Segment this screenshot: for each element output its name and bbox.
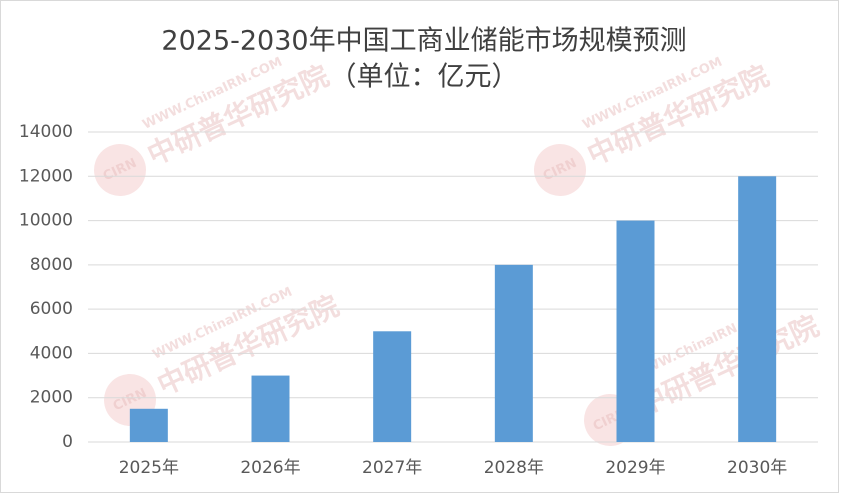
chart-border <box>0 0 839 493</box>
bar <box>738 176 777 443</box>
watermark-logo-circle <box>534 144 586 196</box>
x-tick-label: 2027年 <box>362 458 422 478</box>
bar <box>616 220 655 442</box>
x-tick-label: 2025年 <box>119 458 179 478</box>
y-tick-label: 12000 <box>19 166 73 186</box>
x-tick-label: 2029年 <box>605 458 665 478</box>
bar <box>494 264 533 442</box>
chart-title: 2025-2030年中国工商业储能市场规模预测 <box>161 26 686 57</box>
x-tick-label: 2028年 <box>484 458 544 478</box>
bar <box>129 408 168 442</box>
y-tick-label: 8000 <box>30 255 73 275</box>
watermark-logo-circle <box>94 144 146 196</box>
y-tick-label: 6000 <box>30 299 73 319</box>
y-tick-label: 10000 <box>19 211 73 231</box>
bar <box>251 375 290 442</box>
x-tick-label: 2030年 <box>727 458 787 478</box>
y-tick-label: 0 <box>62 432 73 452</box>
bar <box>373 331 412 442</box>
y-tick-label: 2000 <box>30 388 73 408</box>
y-tick-label: 4000 <box>30 343 73 363</box>
chart-subtitle: （单位：亿元） <box>330 62 519 93</box>
x-tick-label: 2026年 <box>240 458 300 478</box>
y-tick-label: 14000 <box>19 122 73 142</box>
